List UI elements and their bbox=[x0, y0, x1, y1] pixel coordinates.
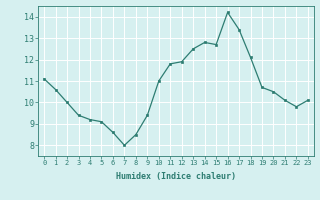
X-axis label: Humidex (Indice chaleur): Humidex (Indice chaleur) bbox=[116, 172, 236, 181]
